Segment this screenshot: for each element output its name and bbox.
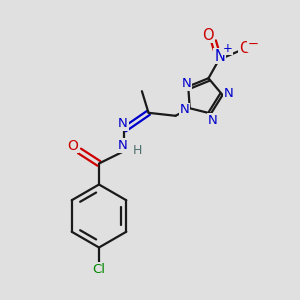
Text: O: O: [68, 139, 78, 152]
Text: N: N: [208, 114, 217, 127]
Text: N: N: [118, 117, 128, 130]
Text: N: N: [182, 77, 192, 90]
Text: O: O: [239, 41, 250, 56]
Text: O: O: [202, 28, 214, 43]
Text: N: N: [179, 103, 189, 116]
Text: +: +: [223, 42, 232, 55]
Text: N: N: [224, 87, 233, 100]
Text: −: −: [248, 38, 259, 51]
Text: N: N: [214, 49, 225, 64]
Text: Cl: Cl: [92, 263, 106, 276]
Text: N: N: [118, 139, 128, 152]
Text: H: H: [132, 144, 142, 158]
